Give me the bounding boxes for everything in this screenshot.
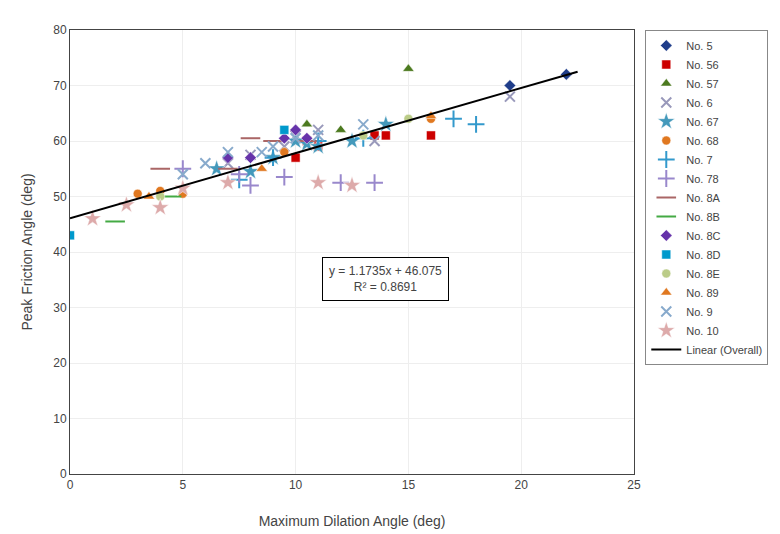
svg-text:70: 70 [53,79,67,93]
svg-text:No. 68: No. 68 [686,135,718,147]
svg-text:No. 78: No. 78 [686,173,718,185]
svg-text:No. 8C: No. 8C [686,230,720,242]
svg-text:15: 15 [402,478,416,492]
svg-text:10: 10 [53,412,67,426]
svg-text:No. 10: No. 10 [686,325,718,337]
svg-text:10: 10 [289,478,303,492]
svg-text:No. 57: No. 57 [686,78,718,90]
svg-text:No. 67: No. 67 [686,116,718,128]
svg-text:25: 25 [627,478,641,492]
svg-text:No. 8D: No. 8D [686,249,720,261]
svg-text:20: 20 [53,356,67,370]
svg-text:40: 40 [53,245,67,259]
svg-text:0: 0 [67,478,74,492]
svg-text:No. 6: No. 6 [686,97,712,109]
svg-text:No. 8B: No. 8B [686,211,720,223]
svg-text:20: 20 [515,478,529,492]
svg-text:No. 9: No. 9 [686,306,712,318]
svg-text:30: 30 [53,301,67,315]
svg-text:No. 8A: No. 8A [686,192,720,204]
svg-text:50: 50 [53,190,67,204]
svg-text:60: 60 [53,134,67,148]
svg-text:Maximum Dilation Angle (deg): Maximum Dilation Angle (deg) [259,513,446,529]
svg-text:No. 56: No. 56 [686,59,718,71]
svg-text:No. 8E: No. 8E [686,268,720,280]
svg-text:80: 80 [53,23,67,37]
svg-text:y = 1.1735x + 46.075R² = 0.869: y = 1.1735x + 46.075R² = 0.8691 [329,264,442,294]
svg-text:0: 0 [60,467,67,481]
svg-text:No. 5: No. 5 [686,40,712,52]
svg-text:5: 5 [179,478,186,492]
svg-text:Peak Friction Angle (deg): Peak Friction Angle (deg) [19,173,35,330]
svg-text:Linear (Overall): Linear (Overall) [686,344,762,356]
svg-text:No. 7: No. 7 [686,154,712,166]
svg-text:No. 89: No. 89 [686,287,718,299]
